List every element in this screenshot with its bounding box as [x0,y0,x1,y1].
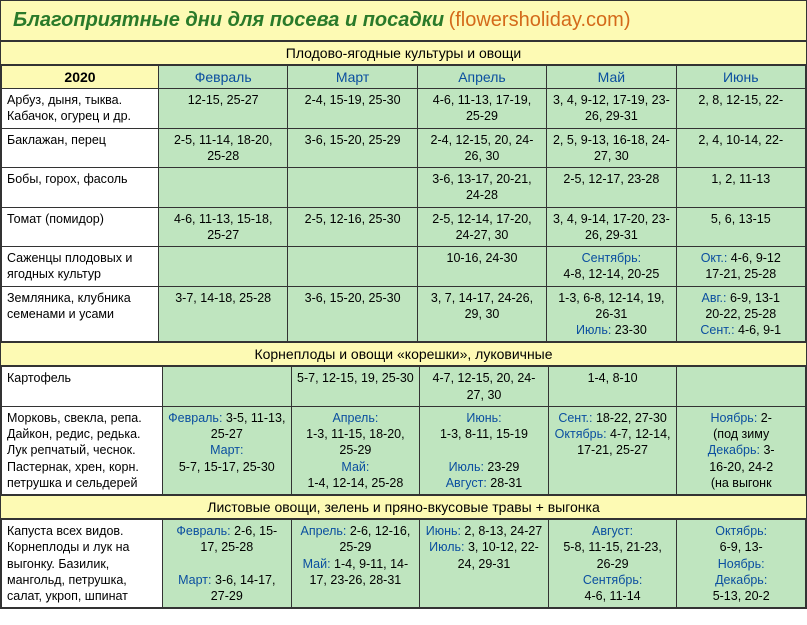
section-header: Листовые овощи, зелень и пряно-вкусовые … [1,495,806,519]
date-cell: 3-6, 15-20, 25-30 [288,286,417,342]
table-row: Арбуз, дыня, тыква. Кабачок, огурец и др… [2,89,806,129]
date-cell: 5, 6, 13-15 [676,207,805,247]
section-header: Плодово-ягодные культуры и овощи [1,41,806,65]
table-row: Саженцы плодовых и ягодных культур 10-16,… [2,247,806,287]
date-cell [677,367,806,407]
date-cell: Февраль: 2-6, 15-17, 25-28Март: 3-6, 14-… [163,520,292,608]
date-cell: 1-3, 6-8, 12-14, 19, 26-31Июль: 23-30 [547,286,676,342]
date-cell: Апрель: 2-6, 12-16, 25-29Май: 1-4, 9-11,… [291,520,420,608]
table-row: Бобы, горох, фасоль 3-6, 13-17, 20-21, 24… [2,168,806,208]
planting-table: 2020ФевральМартАпрельМайИюнь Арбуз, дыня,… [1,65,806,342]
date-cell: Авг.: 6-9, 13-120-22, 25-28Сент.: 4-6, 9… [676,286,805,342]
date-cell: 4-6, 11-13, 15-18, 25-27 [159,207,288,247]
section-header: Корнеплоды и овощи «корешки», луковичные [1,342,806,366]
date-cell: 4-6, 11-13, 17-19, 25-29 [417,89,546,129]
date-cell: 2-5, 12-17, 23-28 [547,168,676,208]
date-cell: Октябрь:6-9, 13-Ноябрь:Декабрь:5-13, 20-… [677,520,806,608]
crop-cell: Земляника, клубника семенами и усами [2,286,159,342]
crop-cell: Картофель [2,367,163,407]
crop-cell: Арбуз, дыня, тыква. Кабачок, огурец и др… [2,89,159,129]
month-header: Март [288,66,417,89]
table-row: Томат (помидор)4-6, 11-13, 15-18, 25-272… [2,207,806,247]
date-cell: 2, 5, 9-13, 16-18, 24-27, 30 [547,128,676,168]
table-row: Капуста всех видов. Корнеплоды и лук на … [2,520,806,608]
month-header: Февраль [159,66,288,89]
date-cell: Февраль: 3-5, 11-13, 25-27Март:5-7, 15-1… [163,406,292,494]
date-cell: Июнь: 2, 8-13, 24-27Июль: 3, 10-12, 22-2… [420,520,549,608]
date-cell: 3-6, 15-20, 25-29 [288,128,417,168]
table-row: Картофель 5-7, 12-15, 19, 25-304-7, 12-15… [2,367,806,407]
planting-table: Капуста всех видов. Корнеплоды и лук на … [1,519,806,608]
date-cell: Ноябрь: 2-(под зимуДекабрь: 3-16-20, 24-… [677,406,806,494]
table-row: Земляника, клубника семенами и усами3-7,… [2,286,806,342]
crop-cell: Томат (помидор) [2,207,159,247]
date-cell: 12-15, 25-27 [159,89,288,129]
date-cell: 2-4, 12-15, 20, 24-26, 30 [417,128,546,168]
month-header: Май [547,66,676,89]
date-cell: 1-4, 8-10 [548,367,677,407]
crop-cell: Баклажан, перец [2,128,159,168]
date-cell [159,247,288,287]
date-cell: 3, 4, 9-12, 17-19, 23-26, 29-31 [547,89,676,129]
date-cell: Окт.: 4-6, 9-1217-21, 25-28 [676,247,805,287]
month-header: Апрель [417,66,546,89]
crop-cell: Морковь, свекла, репа. Дайкон, редис, ре… [2,406,163,494]
date-cell: Июнь:1-3, 8-11, 15-19Июль: 23-29Август: … [420,406,549,494]
date-cell: Сент.: 18-22, 27-30Октябрь: 4-7, 12-14, … [548,406,677,494]
date-cell: 2-4, 15-19, 25-30 [288,89,417,129]
date-cell: 5-7, 12-15, 19, 25-30 [291,367,420,407]
date-cell: 2-5, 12-16, 25-30 [288,207,417,247]
title-text: Благоприятные дни для посева и посадки [13,9,444,31]
date-cell [288,168,417,208]
calendar-container: Благоприятные дни для посева и посадки (… [0,0,807,609]
crop-cell: Саженцы плодовых и ягодных культур [2,247,159,287]
year-header: 2020 [2,66,159,89]
date-cell: 2, 4, 10-14, 22- [676,128,805,168]
date-cell: 1, 2, 11-13 [676,168,805,208]
planting-table: Картофель 5-7, 12-15, 19, 25-304-7, 12-15… [1,366,806,495]
date-cell: 3, 7, 14-17, 24-26, 29, 30 [417,286,546,342]
date-cell [163,367,292,407]
date-cell: 2-5, 11-14, 18-20, 25-28 [159,128,288,168]
date-cell: 3, 4, 9-14, 17-20, 23-26, 29-31 [547,207,676,247]
date-cell: 3-6, 13-17, 20-21, 24-28 [417,168,546,208]
table-row: Морковь, свекла, репа. Дайкон, редис, ре… [2,406,806,494]
month-header: Июнь [676,66,805,89]
date-cell: 4-7, 12-15, 20, 24-27, 30 [420,367,549,407]
date-cell: Апрель:1-3, 11-15, 18-20, 25-29Май:1-4, … [291,406,420,494]
main-title: Благоприятные дни для посева и посадки (… [1,1,806,41]
date-cell: 3-7, 14-18, 25-28 [159,286,288,342]
title-source: (flowersholiday.com) [449,9,631,31]
date-cell: Август:5-8, 11-15, 21-23, 26-29Сентябрь:… [548,520,677,608]
date-cell: 2, 8, 12-15, 22- [676,89,805,129]
date-cell: Сентябрь:4-8, 12-14, 20-25 [547,247,676,287]
date-cell [159,168,288,208]
date-cell: 2-5, 12-14, 17-20, 24-27, 30 [417,207,546,247]
date-cell: 10-16, 24-30 [417,247,546,287]
crop-cell: Бобы, горох, фасоль [2,168,159,208]
crop-cell: Капуста всех видов. Корнеплоды и лук на … [2,520,163,608]
table-row: Баклажан, перец2-5, 11-14, 18-20, 25-283… [2,128,806,168]
date-cell [288,247,417,287]
